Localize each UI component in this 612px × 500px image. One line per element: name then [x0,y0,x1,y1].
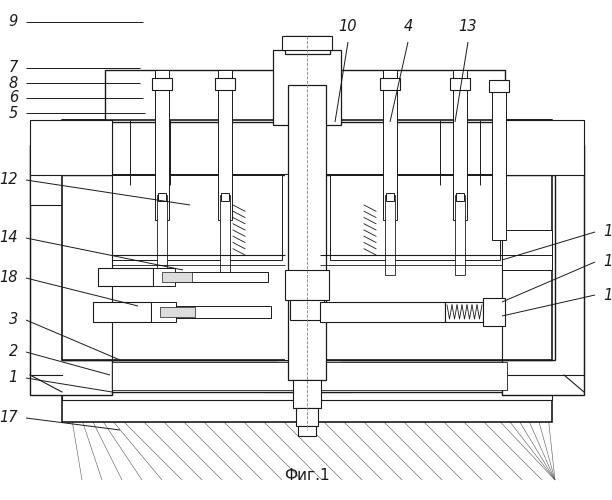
Bar [265,380,350,392]
Bar [285,270,329,300]
Bar [483,298,505,326]
Bar [215,78,235,90]
Bar [450,78,470,90]
Bar [157,195,167,275]
Bar [62,175,277,360]
Bar [218,70,232,220]
Text: 1: 1 [9,370,18,386]
Bar [30,120,112,175]
Text: 13: 13 [459,19,477,34]
Text: 7: 7 [9,60,18,76]
Bar [62,390,552,422]
Bar [386,193,394,201]
Text: 6: 6 [9,90,18,106]
Bar [62,175,552,360]
Text: 14: 14 [0,230,18,246]
Bar [155,70,169,220]
Bar [98,268,153,286]
Bar [330,175,500,260]
Bar [30,145,112,395]
Text: 10: 10 [339,19,357,34]
Bar [30,120,112,175]
Bar [112,175,282,260]
Bar [385,195,395,275]
Bar [62,120,552,175]
Bar [502,145,584,395]
Bar [455,195,465,275]
Bar [160,307,195,317]
Bar [153,268,175,286]
Bar [93,302,151,322]
Bar [151,302,176,322]
Text: 12: 12 [0,172,18,188]
Bar [282,36,332,50]
Bar [298,426,316,436]
Bar [220,195,230,275]
Text: 9: 9 [9,14,18,30]
Bar [456,193,464,201]
Text: 8: 8 [9,76,18,90]
Text: 16: 16 [603,288,612,302]
Bar [502,120,584,175]
Bar [288,85,326,380]
Bar [445,302,483,322]
Bar [380,78,400,90]
Bar [340,175,555,360]
Bar [221,193,229,201]
Text: 18: 18 [0,270,18,285]
Text: Фиг.1: Фиг.1 [284,468,330,482]
Bar [285,175,327,360]
Bar [320,302,445,322]
Bar [151,306,271,318]
Bar [453,70,467,220]
Text: 2: 2 [9,344,18,360]
Bar [492,80,506,240]
Bar [62,360,552,392]
Bar [285,36,330,54]
Bar [30,145,112,205]
Text: 4: 4 [403,19,412,34]
Bar [290,300,324,320]
Text: 11: 11 [603,224,612,240]
Bar [62,120,552,175]
Bar [158,193,166,201]
Bar [489,80,509,92]
Bar [105,70,505,122]
Bar [112,362,507,390]
Bar [502,230,552,270]
Text: 17: 17 [0,410,18,426]
Text: 3: 3 [9,312,18,328]
Bar [293,380,321,408]
Bar [152,78,172,90]
Bar [502,120,584,175]
Bar [105,70,505,122]
Bar [296,408,318,426]
Bar [383,70,397,220]
Bar [153,272,268,282]
Bar [273,50,341,125]
Text: 5: 5 [9,106,18,120]
Text: 15: 15 [603,254,612,270]
Bar [162,272,192,282]
Bar [62,390,552,400]
